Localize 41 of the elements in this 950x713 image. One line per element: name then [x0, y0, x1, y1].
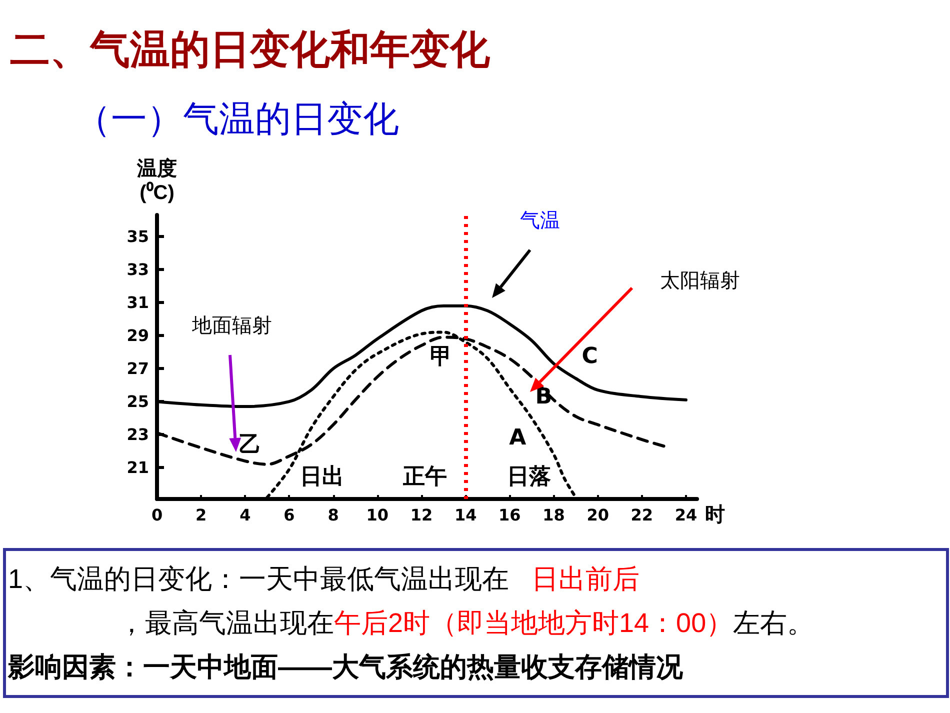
annotation: 正午: [402, 464, 447, 490]
text: ，最高气温出现在: [118, 608, 334, 638]
x-tick-label: 24: [674, 506, 698, 524]
x-tick-label: 4: [240, 506, 251, 524]
annotation: 日落: [507, 464, 551, 490]
x-tick-label: 22: [630, 506, 654, 524]
text: 日出前后: [532, 564, 640, 594]
y-tick-label: 33: [126, 260, 149, 279]
x-tick-label: 2: [196, 506, 207, 524]
x-tick-label: 12: [410, 506, 433, 524]
x-tick-label: 8: [328, 506, 339, 524]
x-tick-label: 14: [454, 506, 477, 524]
y-tick-label: 35: [126, 226, 149, 246]
text: 左右。: [733, 608, 814, 638]
annotation: 乙: [239, 432, 261, 458]
annotation: 地面辐射: [191, 313, 272, 337]
series-label: A: [509, 426, 526, 451]
y-tick-label: 21: [126, 458, 149, 478]
y-tick-label: 25: [126, 392, 149, 412]
y-tick-label: 29: [126, 326, 149, 346]
x-axis-title: 时: [705, 504, 725, 526]
x-tick-label: 10: [366, 506, 389, 524]
annotation: 太阳辐射: [660, 268, 740, 292]
y-tick-label: 23: [126, 425, 149, 444]
chart-title: 二、气温的日变化和年变化: [10, 26, 490, 75]
x-tick-label: 6: [284, 506, 295, 524]
text: 影响因素：一天中地面——大气系统的热量收支存储情况: [8, 652, 683, 682]
y-tick-label: 31: [126, 293, 149, 312]
annotation: 甲: [430, 344, 452, 370]
x-tick-label: 0: [151, 506, 163, 524]
x-tick-label: 16: [498, 506, 521, 524]
text: 1、气温的日变化：一天中最低气温出现在: [8, 564, 510, 594]
text: 午后2时（即当地地方时14：00）: [334, 608, 734, 638]
chart-subtitle: （一）气温的日变化: [75, 98, 399, 142]
y-tick-label: 27: [126, 359, 149, 378]
x-tick-label: 18: [542, 506, 565, 524]
annotation: 日出: [300, 464, 344, 490]
series-label: C: [582, 344, 598, 369]
annotation: 气温: [520, 208, 560, 232]
x-tick-label: 20: [586, 506, 609, 524]
y-axis-title: 温度 (⁰C): [136, 157, 177, 204]
